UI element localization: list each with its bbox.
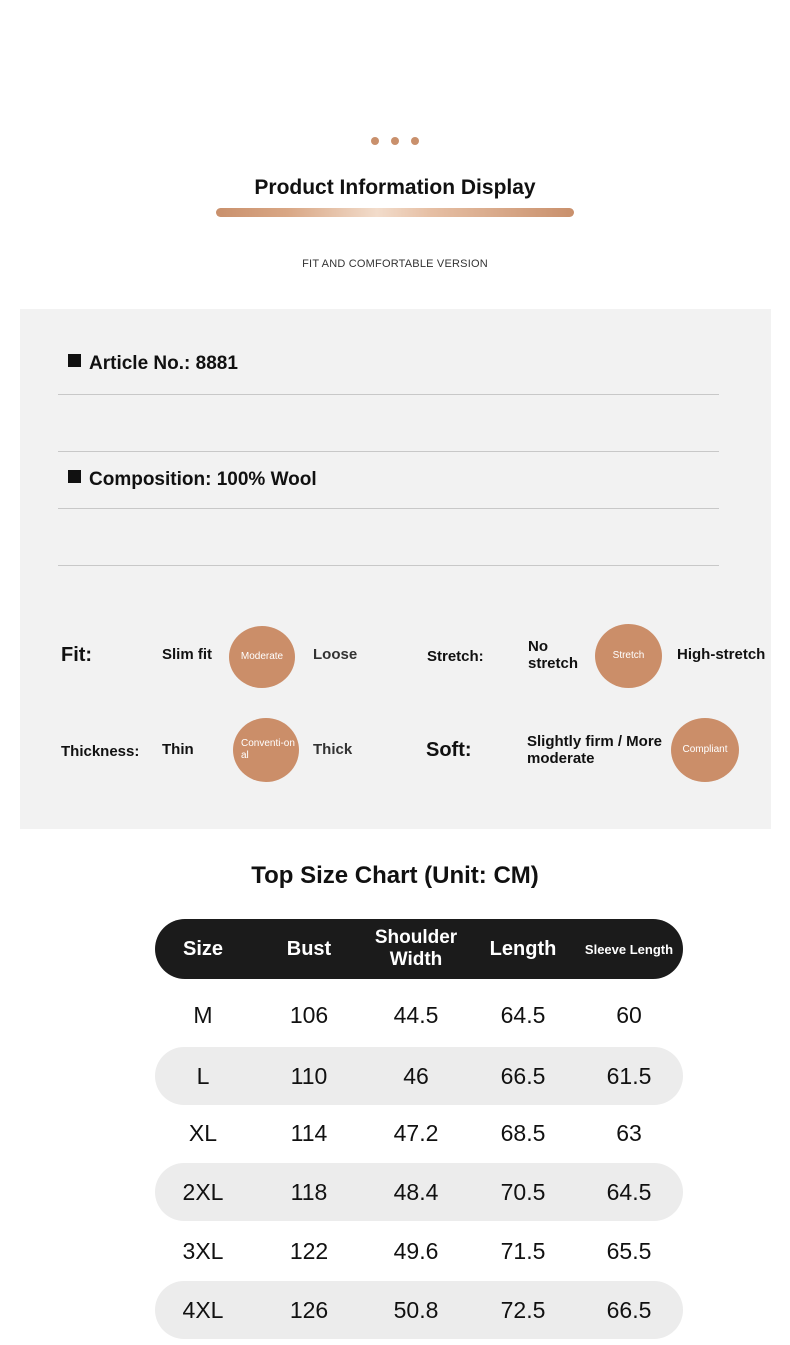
table-cell: 63: [616, 1119, 642, 1146]
stretch-option-high: High-stretch: [677, 646, 766, 663]
table-cell: 48.4: [393, 1178, 439, 1205]
decorative-dots: [0, 132, 790, 150]
stretch-label: Stretch:: [427, 648, 484, 665]
table-row: L 110 46 66.5 61.5: [155, 1047, 683, 1105]
table-cell: 118: [290, 1178, 328, 1205]
table-row: 2XL 118 48.4 70.5 64.5: [155, 1163, 683, 1221]
bullet-square-icon: [68, 354, 81, 367]
column-header-bust: Bust: [286, 937, 332, 960]
table-cell: XL: [188, 1119, 218, 1146]
table-cell: 66.5: [606, 1296, 652, 1323]
table-row: XL 114 47.2 68.5 63: [155, 1104, 683, 1162]
soft-option-firm: Slightly firm / More moderate: [527, 733, 663, 767]
table-cell: 46: [403, 1062, 429, 1089]
table-cell: 126: [289, 1296, 329, 1323]
table-cell: 72.5: [500, 1296, 546, 1323]
divider: [58, 508, 719, 509]
table-cell: 3XL: [182, 1237, 224, 1264]
fit-option-slim: Slim fit: [162, 646, 213, 663]
table-cell: 70.5: [500, 1178, 546, 1205]
bullet-square-icon: [68, 470, 81, 483]
table-cell: 49.6: [393, 1237, 439, 1264]
column-header-size: Size: [182, 937, 224, 960]
table-cell: 65.5: [606, 1237, 652, 1264]
divider: [58, 394, 719, 395]
table-cell: 64.5: [606, 1178, 652, 1205]
size-table-header: Size Bust Shoulder Width Length Sleeve L…: [155, 919, 683, 979]
table-cell: M: [193, 1001, 213, 1028]
page-title: Product Information Display: [254, 176, 536, 199]
table-cell: 61.5: [606, 1062, 652, 1089]
stretch-option-none: No stretch: [528, 638, 579, 672]
composition: Composition: 100% Wool: [68, 469, 317, 491]
table-cell: 66.5: [500, 1062, 546, 1089]
table-row: 4XL 126 50.8 72.5 66.5: [155, 1281, 683, 1339]
table-row: M 106 44.5 64.5 60: [155, 986, 683, 1044]
fit-label: Fit:: [61, 644, 93, 666]
divider: [58, 451, 719, 452]
table-cell: 68.5: [500, 1119, 546, 1146]
stretch-selected-badge: Stretch: [595, 624, 662, 688]
table-cell: 110: [290, 1062, 328, 1089]
thickness-option-thin: Thin: [162, 741, 194, 758]
divider: [58, 565, 719, 566]
fit-selected-badge: Moderate: [229, 626, 295, 688]
soft-selected-badge: Compliant: [671, 718, 739, 782]
table-cell: 4XL: [182, 1296, 224, 1323]
table-cell: 44.5: [393, 1001, 439, 1028]
table-cell: 106: [289, 1001, 329, 1028]
thickness-option-thick: Thick: [313, 741, 353, 758]
table-cell: 60: [616, 1001, 642, 1028]
table-cell: 122: [289, 1237, 329, 1264]
table-cell: L: [196, 1062, 210, 1089]
table-cell: 64.5: [500, 1001, 546, 1028]
fit-option-loose: Loose: [313, 646, 358, 663]
table-cell: 2XL: [182, 1178, 224, 1205]
table-cell: 114: [290, 1119, 328, 1146]
thickness-label: Thickness:: [61, 743, 140, 760]
column-header-shoulder-width: Shoulder Width: [374, 927, 458, 970]
table-cell: 71.5: [500, 1237, 546, 1264]
table-cell: 50.8: [393, 1296, 439, 1323]
soft-label: Soft:: [426, 739, 472, 761]
size-chart-title: Top Size Chart (Unit: CM): [251, 862, 539, 889]
table-cell: 47.2: [393, 1119, 439, 1146]
column-header-sleeve-length: Sleeve Length: [584, 941, 674, 957]
article-number: Article No.: 8881: [68, 353, 238, 375]
table-row: 3XL 122 49.6 71.5 65.5: [155, 1222, 683, 1280]
thickness-selected-badge: Conventi-onal: [233, 718, 299, 782]
column-header-length: Length: [489, 937, 557, 960]
page-subtitle: FIT AND COMFORTABLE VERSION: [302, 258, 488, 270]
title-underline-brush: [216, 208, 574, 217]
product-info-panel: Article No.: 8881 Composition: 100% Wool…: [20, 309, 771, 829]
